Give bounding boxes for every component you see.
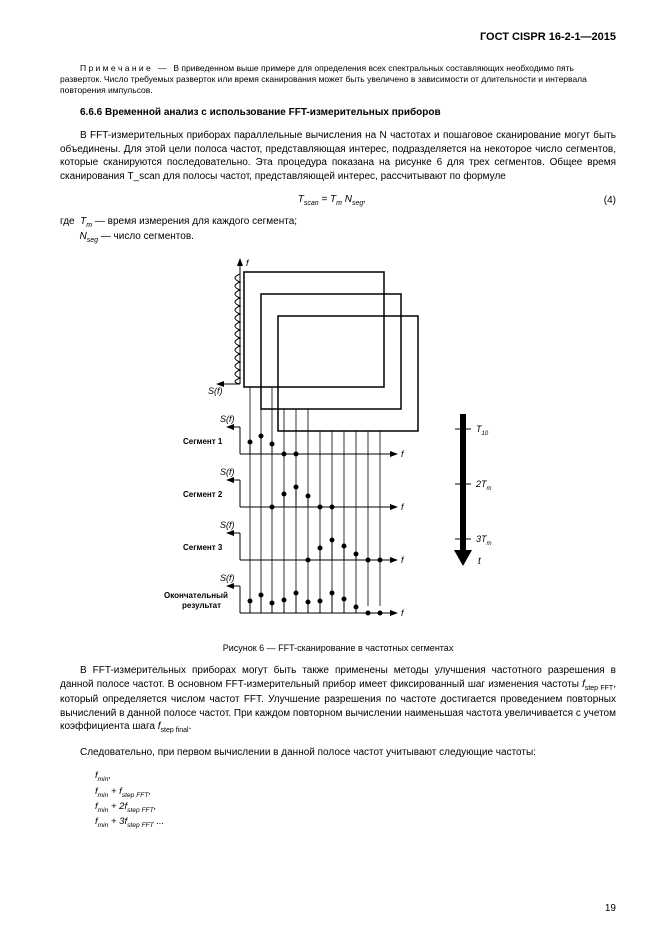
formula-row: Tscan = Tm Nseg, (4)	[60, 193, 616, 208]
svg-text:f: f	[401, 502, 405, 512]
where-1: — время измерения для каждого сегмента;	[92, 216, 297, 227]
formula: Tscan = Tm Nseg,	[60, 193, 604, 208]
svg-text:S(f): S(f)	[220, 520, 235, 530]
svg-text:f: f	[401, 555, 405, 565]
where-intro: где	[60, 216, 75, 227]
where-block: где Tm — время измерения для каждого сег…	[60, 215, 616, 246]
paragraph-2: В FFT-измерительных приборах могут быть …	[60, 664, 616, 735]
page-number: 19	[605, 902, 616, 916]
freq-list: fmin, fmin + fstep FFT, fmin + 2fstep FF…	[95, 769, 616, 830]
note-text: П р и м е ч а н и е — В приведенном выше…	[60, 63, 616, 96]
svg-text:S(f): S(f)	[220, 414, 235, 424]
figure-caption: Рисунок 6 — FFT-сканирование в частотных…	[60, 642, 616, 654]
svg-text:T10: T10	[476, 424, 489, 437]
paragraph-3: Следовательно, при первом вычислении в д…	[60, 746, 616, 760]
svg-text:S(f): S(f)	[220, 573, 235, 583]
p1-text: В FFT-измерительных приборах параллельны…	[60, 130, 616, 182]
svg-text:Сегмент 1: Сегмент 1	[183, 437, 223, 446]
svg-text:S(f): S(f)	[208, 386, 223, 396]
svg-text:f: f	[401, 449, 405, 459]
section-title: 6.6.6 Временной анализ с использование F…	[60, 106, 616, 120]
svg-text:Сегмент 3: Сегмент 3	[183, 543, 223, 552]
paragraph-1: В FFT-измерительных приборах параллельны…	[60, 129, 616, 183]
svg-text:2Tm: 2Tm	[475, 479, 492, 492]
svg-text:f: f	[246, 258, 250, 268]
svg-text:t: t	[478, 556, 482, 567]
svg-text:результат: результат	[182, 601, 221, 610]
svg-text:Окончательный: Окончательный	[164, 591, 228, 600]
doc-header: ГОСТ CISPR 16-2-1—2015	[60, 30, 616, 45]
formula-number: (4)	[604, 194, 616, 208]
svg-text:S(f): S(f)	[220, 467, 235, 477]
figure-6: f S(f)	[60, 254, 616, 639]
svg-text:3Tm: 3Tm	[476, 534, 492, 547]
svg-text:Сегмент 2: Сегмент 2	[183, 490, 223, 499]
svg-text:f: f	[401, 608, 405, 618]
where-2: — число сегментов.	[98, 231, 194, 242]
